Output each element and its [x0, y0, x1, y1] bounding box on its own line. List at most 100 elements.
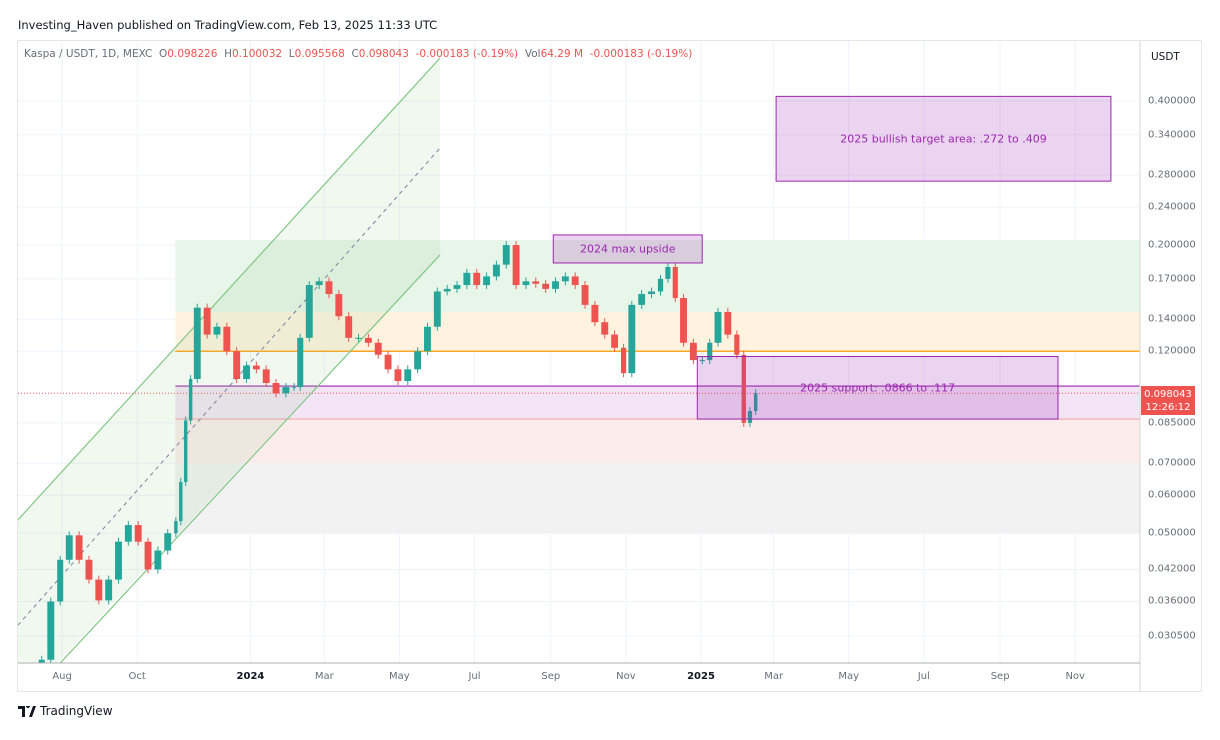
- price-tick: 0.400000: [1148, 95, 1196, 107]
- price-tick: 0.060000: [1148, 489, 1196, 501]
- time-tick: Oct: [128, 671, 146, 682]
- candle: [243, 365, 250, 380]
- candle: [164, 533, 172, 551]
- candle: [134, 525, 142, 542]
- candle: [492, 264, 500, 277]
- candle: [424, 326, 431, 352]
- candle: [297, 337, 304, 388]
- candle: [203, 307, 211, 335]
- volume-change: -0.000183 (-0.19%): [589, 48, 693, 60]
- channel-middle-line: [18, 147, 441, 626]
- time-tick: Mar: [764, 671, 784, 682]
- candle: [512, 245, 520, 286]
- volume-value: 64.29 M: [540, 48, 584, 60]
- candle: [443, 288, 451, 292]
- candle: [707, 342, 713, 361]
- channel-lower-line: [59, 254, 441, 663]
- candle: [292, 387, 296, 389]
- candle: [213, 326, 221, 335]
- price-tick: 0.200000: [1148, 239, 1196, 251]
- publisher-caption: Investing_Haven published on TradingView…: [18, 18, 438, 32]
- price-tick: 0.170000: [1148, 273, 1196, 285]
- candle: [179, 481, 183, 522]
- high-value: 0.100032: [232, 48, 283, 60]
- open-value: 0.098226: [167, 48, 218, 60]
- candle: [665, 266, 671, 279]
- candle: [453, 285, 461, 289]
- change-value: -0.000183 (-0.19%): [415, 48, 519, 60]
- candle: [188, 379, 193, 421]
- time-tick: 2024: [236, 671, 265, 682]
- candle: [414, 351, 422, 370]
- candle: [75, 535, 83, 560]
- candle: [502, 245, 510, 265]
- tradingview-logo-icon: [18, 705, 36, 717]
- time-tick: Nov: [1065, 671, 1085, 682]
- candle: [262, 369, 270, 384]
- candle: [680, 298, 687, 343]
- price-tick: 0.030500: [1148, 630, 1196, 642]
- time-tick: Mar: [314, 671, 334, 682]
- channel-fill: [18, 57, 441, 663]
- candle: [699, 360, 705, 362]
- candle: [753, 393, 758, 412]
- price-tick: 0.140000: [1148, 313, 1196, 325]
- price-tick: 0.036000: [1148, 595, 1196, 607]
- price-tick: 0.120000: [1148, 345, 1196, 357]
- annotation-box: [696, 356, 1059, 420]
- candle: [345, 316, 353, 338]
- tradingview-logo[interactable]: TradingView: [18, 704, 113, 718]
- channel-upper-line: [18, 57, 441, 521]
- candle: [611, 334, 619, 348]
- candle: [552, 281, 559, 289]
- candle: [85, 559, 93, 580]
- candle: [272, 383, 280, 394]
- currency-unit[interactable]: USDT: [1151, 51, 1180, 63]
- candle: [183, 420, 188, 482]
- ohlc-legend: Kaspa / USDT, 1D, MEXC O0.098226 H0.1000…: [24, 48, 693, 60]
- candle: [473, 272, 481, 286]
- candle: [657, 278, 664, 292]
- symbol-label[interactable]: Kaspa / USDT, 1D, MEXC: [24, 48, 153, 60]
- time-tick: Jul: [468, 671, 481, 682]
- time-tick: Jul: [917, 671, 930, 682]
- price-tick: 0.280000: [1148, 169, 1196, 181]
- candle: [734, 334, 740, 355]
- candle: [714, 311, 722, 343]
- candle: [689, 342, 697, 361]
- bar-countdown: 12:26:12: [1145, 402, 1191, 413]
- candle: [233, 351, 241, 380]
- candle: [47, 601, 55, 660]
- annotation-label: 2025 support: .0866 to .117: [800, 381, 956, 395]
- candle: [648, 291, 655, 295]
- candle: [355, 337, 362, 339]
- candle: [305, 285, 313, 338]
- annotation-label: 2024 max upside: [580, 242, 676, 256]
- candle: [115, 541, 122, 580]
- candle: [672, 266, 678, 299]
- zone-orange: [175, 311, 1140, 352]
- chart-frame: [17, 40, 1202, 692]
- candle: [591, 304, 599, 323]
- annotation-box: [552, 234, 703, 264]
- candle: [483, 276, 491, 286]
- time-tick: May: [389, 671, 410, 682]
- annotation-boxes: [552, 95, 1112, 420]
- zone-red: [175, 419, 1140, 464]
- time-tick: Sep: [541, 671, 561, 682]
- candle: [601, 322, 609, 335]
- zones: [18, 239, 1140, 534]
- time-tick: Aug: [52, 671, 72, 682]
- candle: [522, 281, 530, 286]
- candle: [174, 521, 178, 534]
- candle: [532, 281, 540, 284]
- candle: [252, 365, 260, 370]
- candle: [95, 579, 103, 601]
- time-tick: 2025: [687, 671, 715, 682]
- candle: [571, 276, 579, 286]
- candle: [335, 294, 343, 317]
- candle: [394, 369, 402, 381]
- candle: [404, 369, 412, 381]
- candle: [282, 387, 290, 394]
